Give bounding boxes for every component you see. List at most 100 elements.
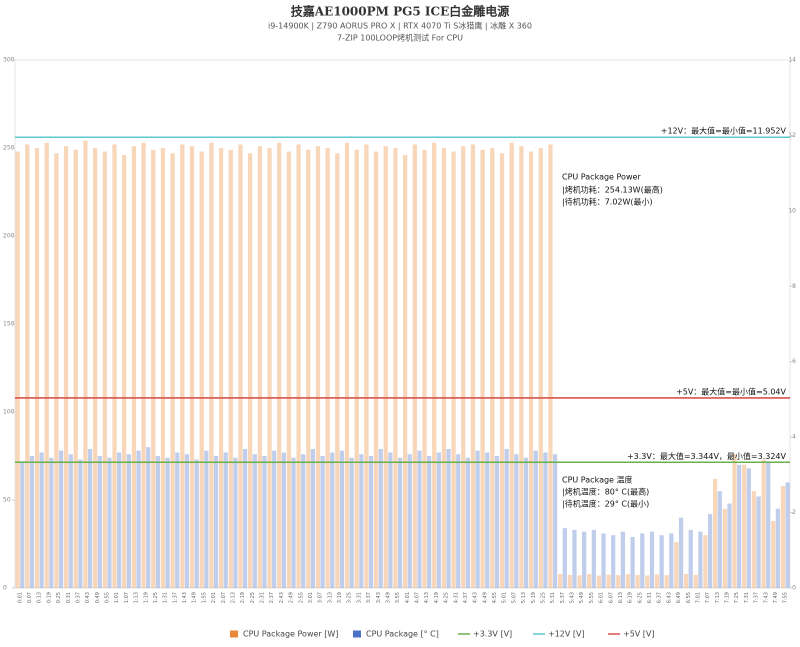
legend-item: +12V [V] — [533, 630, 585, 639]
bar — [659, 535, 664, 588]
bar — [291, 457, 296, 588]
x-tick-label: 1:55 — [201, 592, 207, 603]
bar — [20, 461, 25, 588]
x-tick-label: 5:19 — [531, 592, 537, 603]
y2-tick-label: 4 — [792, 434, 796, 441]
x-tick-label: 4:25 — [444, 592, 450, 603]
bar — [286, 151, 292, 588]
y-tick-label: 300 — [3, 57, 15, 64]
bar — [664, 575, 669, 588]
bar — [325, 148, 330, 588]
x-tick-label: 4:13 — [424, 592, 430, 603]
bar — [122, 155, 127, 589]
bar — [344, 142, 350, 588]
bar — [204, 450, 209, 588]
bar — [223, 452, 228, 588]
x-tick-label: 0:55 — [105, 592, 111, 603]
bar — [277, 142, 282, 588]
x-tick-label: 3:19 — [337, 592, 343, 603]
x-tick-label: 3:25 — [347, 592, 353, 603]
x-tick-label: 2:37 — [269, 592, 275, 603]
x-tick-label: 7:43 — [763, 592, 769, 603]
x-tick-label: 1:43 — [182, 592, 188, 603]
x-tick-label: 1:19 — [143, 592, 149, 603]
bar — [504, 448, 509, 588]
bar — [209, 142, 214, 588]
bar — [742, 464, 747, 588]
legend-item: +5V [V] — [608, 630, 655, 639]
bar — [349, 457, 354, 588]
x-tick-label: 1:07 — [124, 592, 130, 603]
bar — [780, 485, 786, 588]
bar — [533, 450, 538, 588]
bar — [252, 454, 257, 588]
bar — [649, 531, 655, 588]
bar — [635, 574, 640, 588]
bar — [630, 536, 635, 588]
bar — [233, 457, 238, 588]
bar — [126, 454, 131, 588]
bar — [558, 573, 563, 588]
reference-label: +12V：最大值=最小值=11.952V — [661, 126, 787, 136]
plot-frame — [14, 59, 791, 589]
x-tick-label: 7:25 — [734, 592, 740, 603]
x-tick-label: 2:55 — [298, 592, 304, 603]
annotation: |烤机功耗：254.13W(最高) — [562, 185, 663, 195]
bar — [543, 452, 548, 588]
bar — [596, 575, 602, 588]
bar — [175, 452, 180, 588]
x-tick-label: 2:25 — [250, 592, 256, 603]
bar — [146, 447, 151, 588]
bar — [625, 574, 631, 588]
x-tick-label: 7:19 — [725, 592, 731, 603]
bar — [117, 452, 122, 588]
bar — [141, 142, 146, 588]
bar — [761, 459, 766, 588]
bar — [184, 454, 190, 588]
bar — [335, 153, 340, 588]
x-tick-label: 7:55 — [783, 592, 789, 603]
bar — [364, 144, 369, 589]
bar — [49, 457, 54, 588]
legend-item: CPU Package Power [W] — [230, 630, 338, 639]
annotation: |待机功耗：7.02W(最小) — [562, 197, 653, 207]
x-tick-label: 7:13 — [715, 592, 721, 603]
bar — [218, 148, 224, 588]
bar — [403, 155, 408, 589]
bar — [87, 448, 93, 588]
bar — [451, 151, 456, 588]
x-tick-label: 6:13 — [618, 592, 624, 603]
x-tick-label: 0:07 — [27, 592, 33, 603]
bar — [306, 149, 311, 588]
bar — [645, 575, 650, 588]
annotation: |待机温度：29° C(最小) — [562, 499, 649, 509]
bar — [432, 142, 437, 588]
bar — [397, 457, 403, 588]
bar — [170, 153, 175, 588]
bar — [591, 529, 596, 588]
bar — [151, 149, 156, 588]
bar — [267, 148, 272, 588]
bar — [388, 452, 393, 588]
x-tick-label: 5:13 — [521, 592, 527, 603]
y2-tick-label: 8 — [792, 283, 796, 290]
x-tick-label: 3:43 — [376, 592, 382, 603]
bar — [242, 448, 248, 588]
bar — [248, 153, 253, 588]
legend-label: CPU Package Power [W] — [243, 630, 338, 639]
legend-label: +5V [V] — [623, 630, 655, 639]
x-tick-label: 4:43 — [473, 592, 479, 603]
x-tick-label: 2:13 — [230, 592, 236, 603]
bar — [746, 468, 751, 588]
legend-swatch — [353, 630, 361, 638]
bar — [412, 144, 417, 589]
bar — [480, 149, 485, 588]
bar — [320, 456, 325, 588]
bar — [97, 456, 102, 588]
bar — [378, 448, 383, 588]
annotation: CPU Package 温度 — [562, 475, 633, 485]
bar — [548, 144, 553, 589]
bar — [131, 146, 137, 589]
bar — [315, 146, 321, 589]
x-tick-label: 7:01 — [695, 592, 701, 603]
